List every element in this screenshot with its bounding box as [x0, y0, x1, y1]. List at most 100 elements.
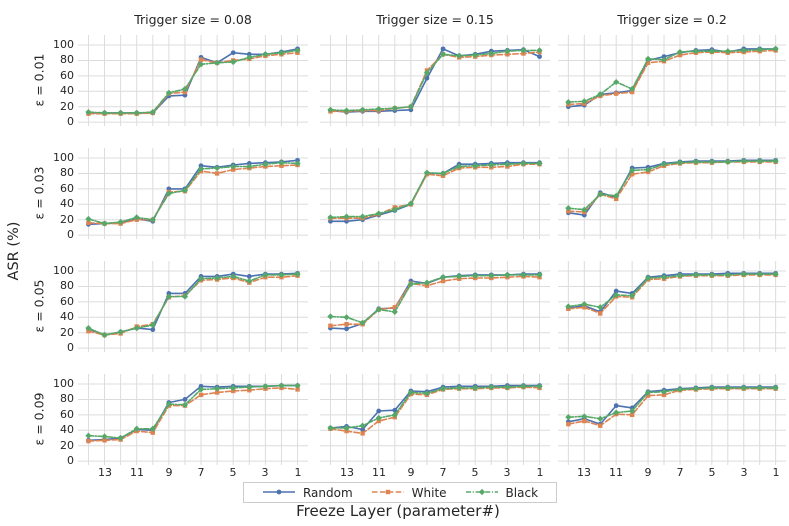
x-tick-label: 1 [294, 466, 302, 479]
y-tick-label: 80 [60, 279, 74, 292]
col-title-2: Trigger size = 0.15 [376, 12, 494, 27]
legend-sample-black [465, 486, 499, 500]
y-tick-label: 20 [60, 100, 74, 113]
subplot-r4-c1 [78, 374, 308, 465]
legend-sample-white [371, 486, 405, 500]
y-tick-label: 0 [67, 454, 74, 467]
series-white-markers [328, 161, 542, 221]
y-tick-label: 100 [53, 377, 74, 390]
y-tick-label: 0 [67, 115, 74, 128]
y-tick-label: 40 [60, 197, 74, 210]
y-tick-label: 20 [60, 439, 74, 452]
series-white-line [567, 49, 777, 106]
series-black-markers [565, 158, 779, 213]
series-black-markers [85, 159, 301, 227]
series-black-markers [565, 45, 779, 106]
x-tick-label: 9 [407, 466, 415, 479]
series-random-line [329, 384, 541, 431]
legend-label-white: White [411, 485, 447, 500]
series-white-line [329, 386, 541, 435]
series-white-line [567, 387, 777, 427]
series-white-markers [566, 48, 778, 107]
legend-label-random: Random [302, 485, 353, 500]
x-tick-label: 13 [340, 466, 354, 479]
gridlines [320, 261, 550, 352]
subplot-r2-c3 [558, 148, 786, 239]
legend-item-random: Random [262, 486, 353, 500]
legend: Random White Black [243, 482, 557, 503]
x-tick-label: 11 [130, 466, 144, 479]
col-title-1: Trigger size = 0.08 [134, 12, 252, 27]
x-tick-label: 7 [439, 466, 447, 479]
series-black-markers [565, 384, 779, 422]
x-tick-label: 3 [740, 466, 748, 479]
subplot-r1-c3 [558, 35, 786, 126]
y-tick-label: 60 [60, 182, 74, 195]
y-tick-label: 40 [60, 310, 74, 323]
y-tick-label: 40 [60, 423, 74, 436]
y-tick-label: 60 [60, 295, 74, 308]
x-tick-label: 5 [229, 466, 237, 479]
series-black-markers [565, 271, 779, 311]
series-random-line [567, 272, 777, 313]
series-black-markers [85, 47, 301, 116]
series-white-markers [86, 162, 300, 226]
col-title-3: Trigger size = 0.2 [617, 12, 727, 27]
series-black-markers [327, 47, 543, 114]
y-axis-label: ASR (%) [6, 221, 22, 281]
legend-white-sample-icon [371, 489, 404, 494]
series-white-markers [328, 274, 542, 328]
series-white-markers [566, 272, 778, 316]
series-white-markers [566, 159, 778, 215]
x-tick-label: 13 [98, 466, 112, 479]
y-tick-label: 100 [53, 264, 74, 277]
x-tick-label: 11 [372, 466, 386, 479]
legend-item-white: White [371, 486, 447, 500]
x-tick-label: 5 [708, 466, 716, 479]
series-black-markers [85, 382, 301, 442]
x-tick-label: 13 [577, 466, 591, 479]
gridlines [320, 35, 550, 126]
series-white-line [329, 275, 541, 327]
series-white-line [87, 51, 299, 115]
subplot-r3-c3 [558, 261, 786, 352]
series-random-markers [328, 160, 542, 224]
series-random-line [87, 48, 299, 114]
series-white-markers [328, 49, 542, 114]
subplot-r1-c1 [78, 35, 308, 126]
x-tick-label: 3 [503, 466, 511, 479]
series-black-markers [85, 271, 301, 339]
legend-sample-random [262, 486, 296, 500]
y-tick-label: 0 [67, 341, 74, 354]
legend-black-sample-icon [465, 488, 498, 495]
subplot-r4-c3 [558, 374, 786, 465]
series-random-line [87, 272, 299, 336]
series-random-markers [86, 46, 300, 116]
y-tick-label: 100 [53, 151, 74, 164]
x-tick-label: 1 [536, 466, 544, 479]
x-tick-label: 3 [261, 466, 269, 479]
y-tick-label: 20 [60, 326, 74, 339]
gridlines [320, 148, 550, 239]
x-tick-label: 7 [676, 466, 684, 479]
x-tick-label: 11 [609, 466, 623, 479]
series-white-line [87, 164, 299, 225]
legend-item-black: Black [465, 486, 538, 500]
series-random-line [329, 161, 541, 223]
y-tick-label: 80 [60, 392, 74, 405]
series-black-line [329, 274, 541, 324]
series-white-line [329, 51, 541, 113]
subplot-r3-c2 [320, 261, 550, 352]
legend-random-sample-icon [262, 489, 295, 494]
series-black-line [567, 160, 777, 211]
y-tick-label: 80 [60, 166, 74, 179]
y-tick-label: 20 [60, 213, 74, 226]
x-tick-label: 1 [772, 466, 780, 479]
y-tick-label: 40 [60, 84, 74, 97]
series-random-line [87, 159, 299, 226]
subplot-r4-c2 [320, 374, 550, 465]
x-tick-label: 9 [165, 466, 173, 479]
series-black-line [87, 161, 299, 225]
